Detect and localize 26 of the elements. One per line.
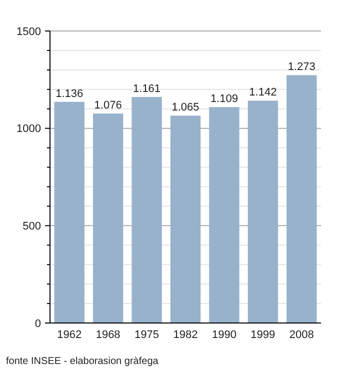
data-label: 1.142 — [249, 86, 277, 99]
y-tick-label: 500 — [22, 220, 41, 233]
y-tick-label: 1000 — [16, 123, 41, 136]
data-label: 1.161 — [133, 82, 161, 95]
x-tick-label: 2008 — [289, 329, 314, 341]
x-tick-label: 1982 — [173, 329, 198, 341]
bar — [248, 100, 278, 323]
source-note: fonte INSEE - elaborasion gràfega — [6, 356, 159, 367]
y-tick-label: 1500 — [16, 26, 41, 38]
data-label: 1.273 — [288, 61, 316, 74]
x-tick-label: 1999 — [250, 329, 276, 341]
bar — [209, 107, 240, 323]
bar — [92, 114, 124, 323]
data-label: 1.076 — [94, 100, 122, 112]
y-tick-label: 0 — [34, 318, 41, 330]
x-tick-label: 1975 — [134, 329, 160, 341]
x-tick-label: 1962 — [57, 329, 82, 341]
data-label: 1.065 — [172, 102, 200, 114]
x-tick-label: 1968 — [96, 329, 120, 341]
x-tick-label: 1990 — [212, 329, 236, 341]
bar — [54, 102, 84, 323]
data-label: 1.136 — [56, 88, 84, 100]
bar — [170, 116, 201, 323]
bar — [286, 75, 317, 323]
bar — [132, 96, 162, 323]
data-label: 1.109 — [210, 93, 238, 106]
